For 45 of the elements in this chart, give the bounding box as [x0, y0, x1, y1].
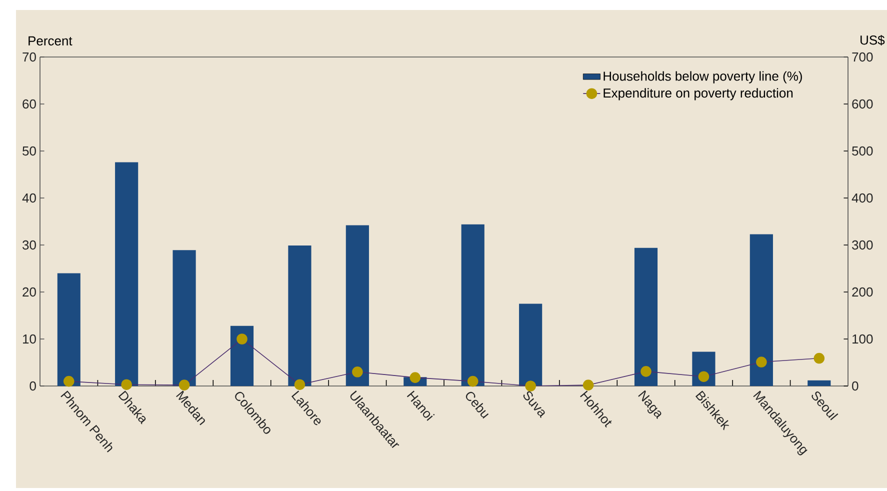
- point: [352, 366, 363, 378]
- bar: [461, 224, 484, 386]
- point: [756, 356, 767, 368]
- point: [410, 372, 421, 383]
- point: [294, 379, 306, 390]
- y2-tick-label: 200: [852, 287, 873, 297]
- y2-axis-title: US$: [860, 34, 885, 46]
- y-tick-label: 10: [22, 334, 36, 344]
- y2-tick-label: 500: [852, 146, 873, 156]
- point: [582, 380, 594, 390]
- point: [467, 376, 478, 387]
- bar: [346, 225, 369, 386]
- y-axis-title: Percent: [28, 36, 72, 46]
- point: [640, 366, 652, 377]
- bar: [634, 248, 658, 386]
- y-tick-label: 30: [22, 240, 36, 250]
- y2-tick-label: 0: [852, 381, 858, 391]
- bar: [57, 273, 80, 386]
- y-tick-label: 70: [22, 52, 36, 62]
- y2-tick-label: 300: [852, 240, 873, 250]
- bar: [115, 162, 138, 386]
- point: [178, 380, 190, 390]
- bar: [288, 245, 312, 386]
- y2-tick-label: 400: [852, 193, 873, 203]
- bar: [172, 250, 196, 386]
- y2-tick-label: 100: [852, 334, 873, 344]
- y2-tick-label: 700: [852, 52, 873, 62]
- y-tick-label: 50: [22, 146, 36, 156]
- y-tick-label: 0: [30, 381, 36, 391]
- legend-label: Expenditure on poverty reduction: [604, 88, 793, 100]
- bar: [230, 326, 254, 386]
- y-tick-label: 60: [22, 99, 36, 109]
- bar: [750, 234, 773, 386]
- bar: [519, 304, 542, 386]
- point: [236, 334, 248, 344]
- bar: [808, 380, 831, 386]
- point: [63, 376, 74, 387]
- point: [698, 371, 710, 382]
- point: [525, 380, 536, 392]
- point: [814, 352, 825, 364]
- y-tick-label: 40: [22, 193, 36, 203]
- y2-tick-label: 600: [852, 99, 873, 109]
- legend-label: Households below poverty line (%): [604, 71, 802, 84]
- y-tick-label: 20: [22, 287, 36, 297]
- point: [121, 379, 132, 390]
